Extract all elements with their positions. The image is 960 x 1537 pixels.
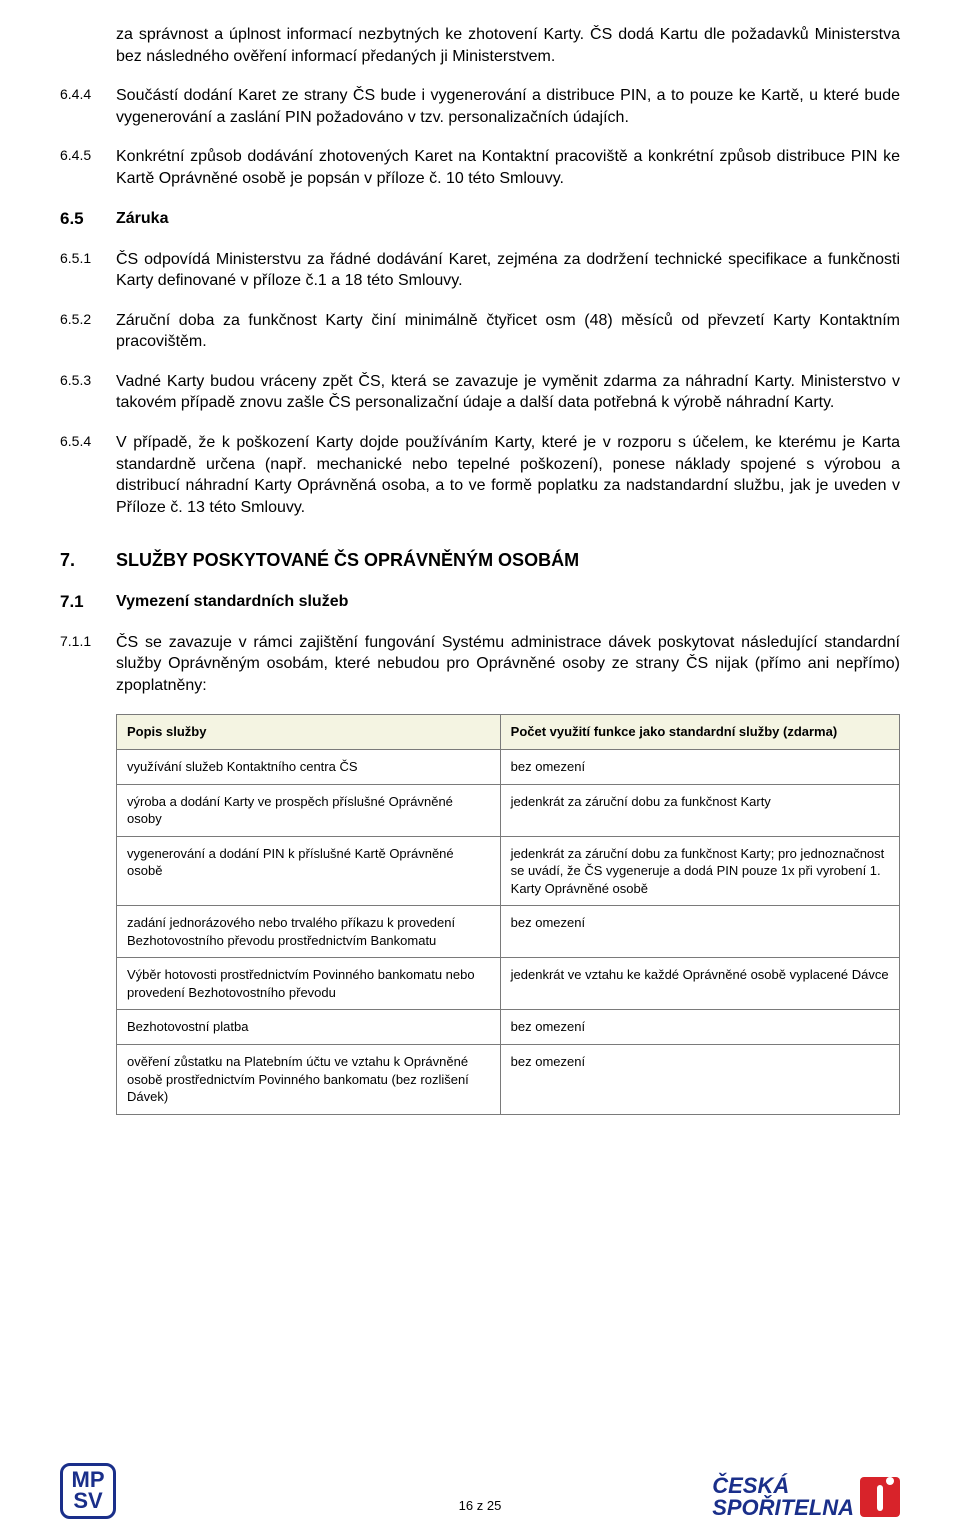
table-row: výroba a dodání Karty ve prospěch příslu…	[117, 784, 900, 836]
clause-row: 7.1Vymezení standardních služeb	[60, 591, 900, 614]
table-row: ověření zůstatku na Platebním účtu ve vz…	[117, 1045, 900, 1115]
table-cell: ověření zůstatku na Platebním účtu ve vz…	[117, 1045, 501, 1115]
clause-row: 6.5.4V případě, že k poškození Karty doj…	[60, 432, 900, 518]
clause-number: 6.4.4	[60, 85, 116, 128]
clause-row: 7.1.1ČS se zavazuje v rámci zajištění fu…	[60, 632, 900, 697]
table-cell: jedenkrát za záruční dobu za funkčnost K…	[500, 784, 899, 836]
table-cell: jedenkrát ve vztahu ke každé Oprávněné o…	[500, 958, 899, 1010]
table-cell: Bezhotovostní platba	[117, 1010, 501, 1045]
clause-number: 6.5.2	[60, 310, 116, 353]
table-cell: bez omezení	[500, 1010, 899, 1045]
clause-number: 6.5.1	[60, 249, 116, 292]
clause-number: 7.1.1	[60, 632, 116, 697]
page-footer: MP SV 16 z 25 ČESKÁ SPOŘITELNA	[0, 1463, 960, 1519]
clause-number: 7.	[60, 548, 116, 572]
table-header-cell: Popis služby	[117, 715, 501, 750]
table-row: Výběr hotovosti prostřednictvím Povinnéh…	[117, 958, 900, 1010]
table-cell: využívání služeb Kontaktního centra ČS	[117, 750, 501, 785]
clause-number: 7.1	[60, 591, 116, 614]
clause-row: 6.5.1ČS odpovídá Ministerstvu za řádné d…	[60, 249, 900, 292]
table-cell: jedenkrát za záruční dobu za funkčnost K…	[500, 836, 899, 906]
clause-text: SLUŽBY POSKYTOVANÉ ČS OPRÁVNĚNÝM OSOBÁM	[116, 548, 900, 572]
clause-number: 6.5.3	[60, 371, 116, 414]
clause-text: za správnost a úplnost informací nezbytn…	[116, 24, 900, 67]
clause-row: 6.5.2Záruční doba za funkčnost Karty čin…	[60, 310, 900, 353]
clause-number: 6.5	[60, 208, 116, 231]
table-cell: bez omezení	[500, 906, 899, 958]
services-table-wrap: Popis služby Počet využití funkce jako s…	[116, 714, 900, 1114]
clause-text: Vadné Karty budou vráceny zpět ČS, která…	[116, 371, 900, 414]
clause-row: 7.SLUŽBY POSKYTOVANÉ ČS OPRÁVNĚNÝM OSOBÁ…	[60, 548, 900, 572]
ceska-sporitelna-logo: ČESKÁ SPOŘITELNA	[712, 1475, 900, 1519]
clause-number: 6.5.4	[60, 432, 116, 518]
cs-logo-line1: ČESKÁ	[712, 1475, 854, 1497]
clause-text: Vymezení standardních služeb	[116, 591, 900, 614]
table-row: zadání jednorázového nebo trvalého příka…	[117, 906, 900, 958]
clause-text: ČS se zavazuje v rámci zajištění fungová…	[116, 632, 900, 697]
table-cell: Výběr hotovosti prostřednictvím Povinnéh…	[117, 958, 501, 1010]
clause-row: 6.4.4Součástí dodání Karet ze strany ČS …	[60, 85, 900, 128]
table-cell: zadání jednorázového nebo trvalého příka…	[117, 906, 501, 958]
table-header-cell: Počet využití funkce jako standardní slu…	[500, 715, 899, 750]
table-cell: bez omezení	[500, 1045, 899, 1115]
table-cell: bez omezení	[500, 750, 899, 785]
cs-logo-line2: SPOŘITELNA	[712, 1497, 854, 1519]
clause-text: Součástí dodání Karet ze strany ČS bude …	[116, 85, 900, 128]
mpsv-logo-line2: SV	[73, 1491, 102, 1512]
clause-text: Záruční doba za funkčnost Karty činí min…	[116, 310, 900, 353]
clause-number: 6.4.5	[60, 146, 116, 189]
table-header-row: Popis služby Počet využití funkce jako s…	[117, 715, 900, 750]
table-row: vygenerování a dodání PIN k příslušné Ka…	[117, 836, 900, 906]
clause-text: V případě, že k poškození Karty dojde po…	[116, 432, 900, 518]
clause-row: za správnost a úplnost informací nezbytn…	[116, 24, 900, 67]
clause-row: 6.5Záruka	[60, 208, 900, 231]
clause-text: Konkrétní způsob dodávání zhotovených Ka…	[116, 146, 900, 189]
table-row: Bezhotovostní platbabez omezení	[117, 1010, 900, 1045]
clause-row: 6.4.5Konkrétní způsob dodávání zhotovený…	[60, 146, 900, 189]
clause-text: ČS odpovídá Ministerstvu za řádné dodává…	[116, 249, 900, 292]
table-cell: výroba a dodání Karty ve prospěch příslu…	[117, 784, 501, 836]
services-table: Popis služby Počet využití funkce jako s…	[116, 714, 900, 1114]
page-number: 16 z 25	[459, 1497, 502, 1515]
cs-logo-mark-icon	[860, 1477, 900, 1517]
clause-list: za správnost a úplnost informací nezbytn…	[60, 24, 900, 696]
clause-text: Záruka	[116, 208, 900, 231]
table-row: využívání služeb Kontaktního centra ČSbe…	[117, 750, 900, 785]
clause-row: 6.5.3Vadné Karty budou vráceny zpět ČS, …	[60, 371, 900, 414]
mpsv-logo: MP SV	[60, 1463, 116, 1519]
table-cell: vygenerování a dodání PIN k příslušné Ka…	[117, 836, 501, 906]
